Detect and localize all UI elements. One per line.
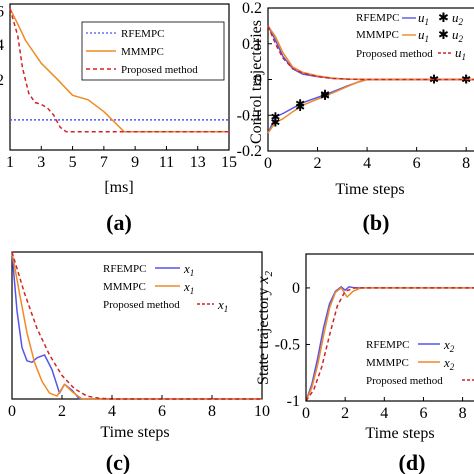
series-b-1-marker: ✱ (320, 88, 330, 102)
ytick-label-b-3: -0.1 (237, 107, 262, 124)
series-c-0-line (11, 251, 262, 400)
panel-b-legend: RFEMPC u1 ✱ u2 MMMPC u1 ✱ u2 Proposed me… (356, 10, 466, 62)
legend-c-mmmpc-x1: x1 (183, 279, 194, 296)
ytick-label-b-1: 0.1 (242, 36, 262, 53)
xtick-label-a-1: 3 (37, 154, 45, 171)
ytick-label-d-1: -0.5 (275, 336, 300, 353)
xtick-label-d-4: 8 (459, 405, 467, 422)
legend-d-rfempc-label: RFEMPC (366, 339, 409, 351)
xtick-label-c-5: 10 (254, 403, 270, 420)
xtick-label-c-4: 8 (208, 403, 216, 420)
xtick-label-b-3: 6 (413, 155, 421, 172)
xtick-label-b-2: 4 (363, 155, 371, 172)
legend-b-mmmpc-label: MMMPC (356, 29, 399, 41)
panel-b-ylabel: Control trajectories (248, 20, 265, 144)
legend-d-mmmpc-x2: x2 (443, 355, 455, 372)
panel-d-xlabel: Time steps (365, 425, 434, 442)
xtick-label-c-0: 0 (8, 403, 16, 420)
legend-b-rfempc-u1: u1 (418, 10, 429, 27)
legend-a-proposed-label: Proposed method (121, 64, 198, 76)
legend-a-rfempc-label: RFEMPC (121, 28, 164, 40)
ytick-label-a-1: 4 (0, 37, 4, 54)
panel-b-xlabel: Time steps (335, 181, 404, 198)
panel-b-label: (b) (363, 210, 390, 235)
series-b-3-marker: ✱ (270, 115, 280, 129)
ytick-label-b-4: -0.2 (237, 143, 262, 160)
series-a-2-line (9, 8, 229, 133)
legend-b-proposed-label: Proposed method (356, 48, 433, 60)
ytick-label-d-2: -1 (287, 393, 300, 410)
panel-c-legend: RFEMPC x1 MMMPC x1 Proposed method x1 (103, 261, 228, 314)
legend-c-rfempc-x1: x1 (183, 261, 194, 278)
legend-a-mmmpc-label: MMMPC (121, 46, 164, 58)
panel-c-label: (c) (106, 450, 130, 474)
panel-d-frame (305, 253, 474, 402)
xtick-label-a-4: 9 (131, 154, 139, 171)
panel-b-chart: ✱✱✱✱ ✱✱✱✱✱ ✱ 0 2 4 6 80.20.10-0.1-0.2 Control … (237, 0, 474, 235)
series-c-2-line (11, 251, 262, 400)
xtick-label-d-3: 6 (419, 405, 427, 422)
panel-d-ylabel: State trajectory x2 (255, 271, 275, 385)
legend-c-proposed-label: Proposed method (103, 299, 180, 311)
ytick-label-a-2: 2 (0, 72, 4, 89)
legend-d-mmmpc-label: MMMPC (366, 357, 409, 369)
legend-c-proposed-x1: x1 (217, 297, 228, 314)
xtick-label-a-5: 11 (159, 154, 174, 171)
ytick-label-d-0: 0 (292, 280, 300, 297)
series-b-1-marker: ✱ (295, 97, 305, 111)
series-b-3-marker: ✱ (295, 100, 305, 114)
xtick-label-a-6: 13 (190, 154, 206, 171)
xtick-label-a-7: 15 (221, 154, 237, 171)
legend-b-rfempc-label: RFEMPC (356, 12, 399, 24)
panel-a-label: (a) (106, 210, 132, 235)
panel-d-chart: 0 2 4 6 8 0 -0.5 -1 State trajectory x2 Time st… (255, 253, 474, 474)
panel-d-label: (d) (399, 450, 426, 474)
asterisk-marker-icon: ✱ (438, 27, 449, 42)
xtick-label-a-3: 7 (100, 154, 108, 171)
ytick-label-b-0: 0.2 (242, 0, 262, 17)
xtick-label-a-0: 1 (6, 154, 14, 171)
series-c-1-line (11, 251, 262, 400)
xtick-label-d-2: 4 (380, 405, 388, 422)
xtick-label-c-3: 6 (158, 403, 166, 420)
series-b-1-marker: ✱ (270, 110, 280, 124)
xtick-label-c-1: 2 (58, 403, 66, 420)
xtick-label-d-1: 2 (341, 405, 349, 422)
xtick-label-d-0: 0 (302, 405, 310, 422)
legend-b-mmmpc-u1: u1 (418, 27, 429, 44)
series-a-1-line (9, 8, 229, 133)
asterisk-marker-icon: ✱ (438, 10, 449, 25)
legend-d-proposed-label: Proposed method (366, 375, 443, 387)
ytick-label-b-2: 0 (254, 72, 262, 89)
panel-a-xlabel: [ms] (104, 179, 133, 196)
panel-d-legend: RFEMPC x2 MMMPC x2 Proposed method (366, 337, 474, 387)
panel-a-legend: RFEMPC MMMPC Proposed method (81, 21, 225, 81)
xtick-label-b-1: 2 (314, 155, 322, 172)
xtick-label-c-2: 4 (108, 403, 116, 420)
legend-c-mmmpc-label: MMMPC (103, 281, 146, 293)
legend-b-rfempc-u2: u2 (452, 10, 464, 27)
series-b-3-marker: ✱ (320, 89, 330, 103)
legend-b-mmmpc-u2: u2 (452, 27, 464, 44)
panel-c-xlabel: Time steps (100, 424, 169, 441)
ytick-label-a-0: 6 (0, 3, 4, 20)
legend-d-rfempc-x2: x2 (443, 337, 455, 354)
panel-c-chart: 0 2 4 6 8 10 Time steps (c) RFEMPC x1 MMMPC x… (8, 251, 270, 474)
panel-a-frame (9, 3, 230, 151)
xtick-label-a-2: 5 (69, 154, 77, 171)
xtick-label-b-0: 0 (264, 155, 272, 172)
series-b-4-line (267, 25, 474, 81)
series-d-2-line (305, 287, 474, 402)
xtick-label-b-4: 8 (462, 155, 470, 172)
legend-c-rfempc-label: RFEMPC (103, 263, 146, 275)
legend-b-proposed-u1: u1 (455, 45, 466, 62)
